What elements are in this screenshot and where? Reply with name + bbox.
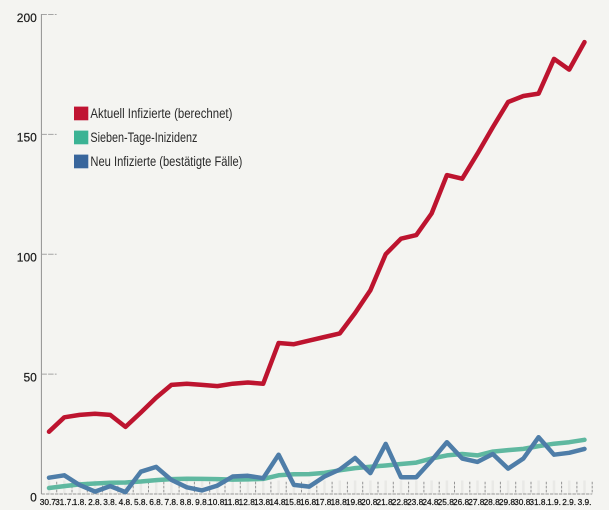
svg-text:21.8.: 21.8. <box>376 497 394 507</box>
svg-text:Neu Infizierte (bestätigte Fäl: Neu Infizierte (bestätigte Fälle) <box>90 154 242 170</box>
svg-text:13.8.: 13.8. <box>254 497 272 507</box>
svg-text:8.8.: 8.8. <box>180 497 194 507</box>
svg-text:5.8.: 5.8. <box>134 497 148 507</box>
svg-text:16.8.: 16.8. <box>300 497 318 507</box>
svg-text:2.9.: 2.9. <box>562 497 576 507</box>
svg-text:200: 200 <box>17 11 37 25</box>
svg-text:4.8.: 4.8. <box>119 497 133 507</box>
svg-text:27.8.: 27.8. <box>468 497 486 507</box>
svg-text:17.8.: 17.8. <box>315 497 333 507</box>
svg-text:6.8.: 6.8. <box>149 497 163 507</box>
svg-text:31.8.: 31.8. <box>529 497 547 507</box>
svg-text:3.8.: 3.8. <box>103 497 117 507</box>
svg-text:1.8.: 1.8. <box>73 497 87 507</box>
svg-text:24.8.: 24.8. <box>422 497 440 507</box>
svg-text:15.8.: 15.8. <box>285 497 303 507</box>
svg-text:9.8.: 9.8. <box>195 497 209 507</box>
svg-text:23.8.: 23.8. <box>407 497 425 507</box>
svg-text:100: 100 <box>17 251 37 265</box>
svg-text:20.8.: 20.8. <box>361 497 379 507</box>
svg-text:12.8.: 12.8. <box>239 497 257 507</box>
svg-text:25.8.: 25.8. <box>438 497 456 507</box>
svg-text:31.7.: 31.7. <box>55 497 73 507</box>
svg-text:7.8.: 7.8. <box>164 497 178 507</box>
svg-text:11.8.: 11.8. <box>224 497 242 507</box>
svg-text:14.8.: 14.8. <box>269 497 287 507</box>
svg-text:0: 0 <box>30 491 37 505</box>
svg-text:30.7.: 30.7. <box>40 497 58 507</box>
svg-text:26.8.: 26.8. <box>453 497 471 507</box>
svg-text:18.8.: 18.8. <box>331 497 349 507</box>
svg-text:Aktuell Infizierte (berechnet): Aktuell Infizierte (berechnet) <box>90 106 232 122</box>
svg-text:150: 150 <box>17 131 37 145</box>
svg-text:Sieben-Tage-Inizidenz: Sieben-Tage-Inizidenz <box>90 130 197 146</box>
svg-text:29.8.: 29.8. <box>499 497 517 507</box>
svg-text:22.8.: 22.8. <box>392 497 410 507</box>
svg-text:50: 50 <box>23 370 37 384</box>
svg-text:28.8.: 28.8. <box>484 497 502 507</box>
svg-text:10.8.: 10.8. <box>208 497 226 507</box>
svg-text:2.8.: 2.8. <box>88 497 102 507</box>
svg-text:3.9.: 3.9. <box>578 497 592 507</box>
svg-text:1.9.: 1.9. <box>547 497 561 507</box>
svg-text:30.8.: 30.8. <box>514 497 532 507</box>
svg-text:19.8.: 19.8. <box>346 497 364 507</box>
